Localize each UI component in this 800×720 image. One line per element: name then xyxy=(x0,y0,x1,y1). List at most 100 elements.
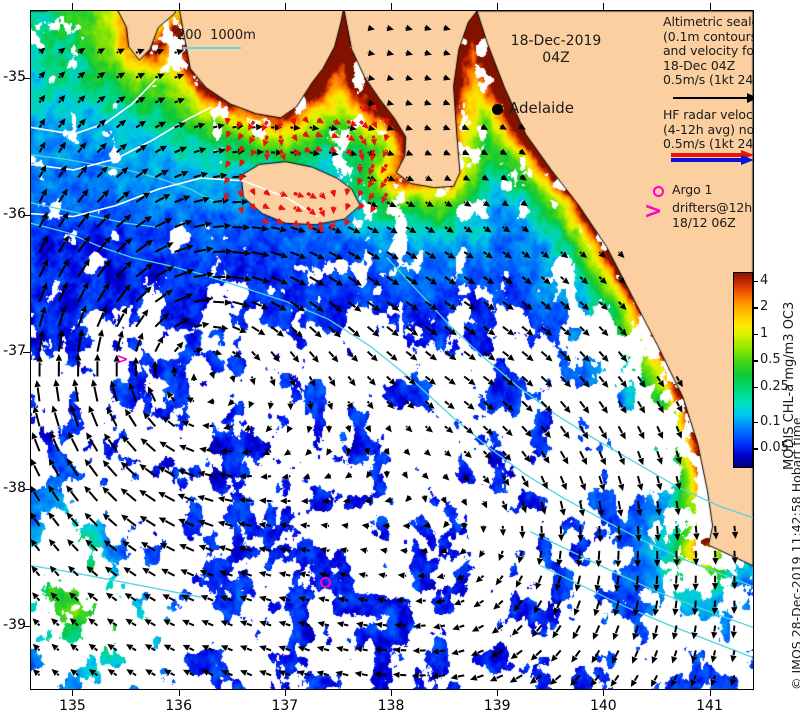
velocity-arrowhead xyxy=(256,124,263,131)
velocity-arrowhead xyxy=(620,354,628,362)
velocity-arrowhead xyxy=(447,252,456,259)
velocity-arrowhead xyxy=(199,446,207,453)
velocity-arrowhead xyxy=(484,452,492,460)
velocity-arrowhead xyxy=(558,534,565,542)
velocity-arrowhead xyxy=(617,250,625,258)
drifter-marker[interactable]: > xyxy=(116,350,129,368)
velocity-vector xyxy=(361,673,368,677)
velocity-arrowhead xyxy=(358,189,364,198)
velocity-vector xyxy=(89,438,99,452)
velocity-vector xyxy=(57,241,67,253)
velocity-vector xyxy=(306,191,312,197)
velocity-arrowhead xyxy=(58,47,66,55)
velocity-arrowhead xyxy=(731,557,738,565)
velocity-arrowhead xyxy=(691,655,698,664)
scalebar-label: 200 1000m xyxy=(177,28,256,43)
velocity-arrowhead xyxy=(370,205,377,213)
velocity-arrowhead xyxy=(297,670,305,677)
velocity-arrowhead xyxy=(75,353,82,361)
velocity-arrowhead xyxy=(158,517,167,524)
velocity-vector xyxy=(51,490,60,502)
velocity-arrowhead xyxy=(431,672,439,680)
velocity-vector xyxy=(362,648,368,652)
velocity-vector xyxy=(77,311,85,328)
velocity-arrowhead xyxy=(334,118,342,125)
velocity-arrowhead xyxy=(544,303,552,311)
velocity-arrowhead xyxy=(237,207,244,215)
velocity-vector xyxy=(519,550,524,557)
velocity-vector xyxy=(386,300,394,308)
velocity-vector xyxy=(636,575,639,585)
velocity-vector xyxy=(246,647,253,652)
velocity-vector xyxy=(579,525,582,535)
x-tick xyxy=(497,689,499,696)
velocity-arrowhead xyxy=(582,431,589,440)
velocity-arrowhead xyxy=(601,380,609,388)
velocity-vector xyxy=(386,176,389,179)
velocity-arrowhead xyxy=(258,521,266,529)
velocity-arrowhead xyxy=(543,277,551,285)
velocity-vector xyxy=(135,195,145,204)
velocity-vector xyxy=(347,251,356,257)
velocity-vector xyxy=(617,350,624,357)
velocity-arrowhead xyxy=(139,515,148,523)
velocity-arrowhead xyxy=(613,609,620,617)
velocity-vector xyxy=(617,375,624,383)
velocity-arrowhead xyxy=(428,378,436,385)
velocity-vector xyxy=(230,425,233,428)
velocity-arrowhead xyxy=(84,512,92,520)
velocity-vector xyxy=(328,276,338,283)
velocity-arrowhead xyxy=(316,670,324,677)
velocity-vector xyxy=(614,674,620,682)
velocity-arrowhead xyxy=(389,201,397,208)
velocity-arrowhead xyxy=(275,149,283,156)
velocity-vector xyxy=(174,222,186,229)
legend-argo-label: Argo 1 xyxy=(672,182,713,197)
velocity-vector xyxy=(265,548,272,552)
velocity-arrowhead xyxy=(405,99,413,106)
velocity-vector xyxy=(482,450,488,455)
velocity-vector xyxy=(111,596,118,602)
map-panel[interactable]: Adelaide 200 1000m 18-Dec-2019 04Z Altim… xyxy=(30,10,754,690)
velocity-vector xyxy=(174,51,177,54)
velocity-vector xyxy=(540,325,548,332)
map-canvas[interactable]: Adelaide 200 1000m 18-Dec-2019 04Z Altim… xyxy=(31,11,753,689)
velocity-vector xyxy=(521,276,527,281)
velocity-vector xyxy=(246,672,253,677)
velocity-vector xyxy=(225,547,233,552)
velocity-vector xyxy=(135,219,147,228)
velocity-arrowhead xyxy=(48,485,55,493)
velocity-vector xyxy=(96,241,107,253)
velocity-arrowhead xyxy=(304,146,312,153)
velocity-arrowhead xyxy=(426,200,434,207)
velocity-vector xyxy=(308,350,315,358)
velocity-arrowhead xyxy=(302,473,311,480)
velocity-arrowhead xyxy=(421,472,429,480)
velocity-arrowhead xyxy=(335,253,344,260)
velocity-arrowhead xyxy=(278,204,286,211)
velocity-arrowhead xyxy=(636,509,643,517)
velocity-arrowhead xyxy=(461,124,470,130)
velocity-arrowhead xyxy=(462,174,471,181)
velocity-arrowhead xyxy=(498,553,505,561)
velocity-vector xyxy=(617,425,623,434)
velocity-arrowhead xyxy=(393,646,401,654)
velocity-vector xyxy=(207,597,214,602)
argo-float-marker[interactable] xyxy=(320,577,331,588)
velocity-vector xyxy=(675,400,680,407)
velocity-vector xyxy=(636,500,641,510)
velocity-arrowhead xyxy=(59,118,66,126)
velocity-vector xyxy=(597,550,601,560)
velocity-vector xyxy=(521,325,529,332)
velocity-arrowhead xyxy=(237,132,245,141)
velocity-arrowhead xyxy=(117,48,125,55)
velocity-arrowhead xyxy=(499,123,507,130)
velocity-arrowhead xyxy=(615,560,622,568)
colorbar-tick-label: 0.25 xyxy=(760,378,789,394)
velocity-vector xyxy=(521,251,526,255)
velocity-arrowhead xyxy=(317,621,325,628)
velocity-arrowhead xyxy=(544,430,551,439)
velocity-arrowhead xyxy=(434,598,442,605)
velocity-vector xyxy=(154,244,168,253)
velocity-arrowhead xyxy=(637,457,644,466)
